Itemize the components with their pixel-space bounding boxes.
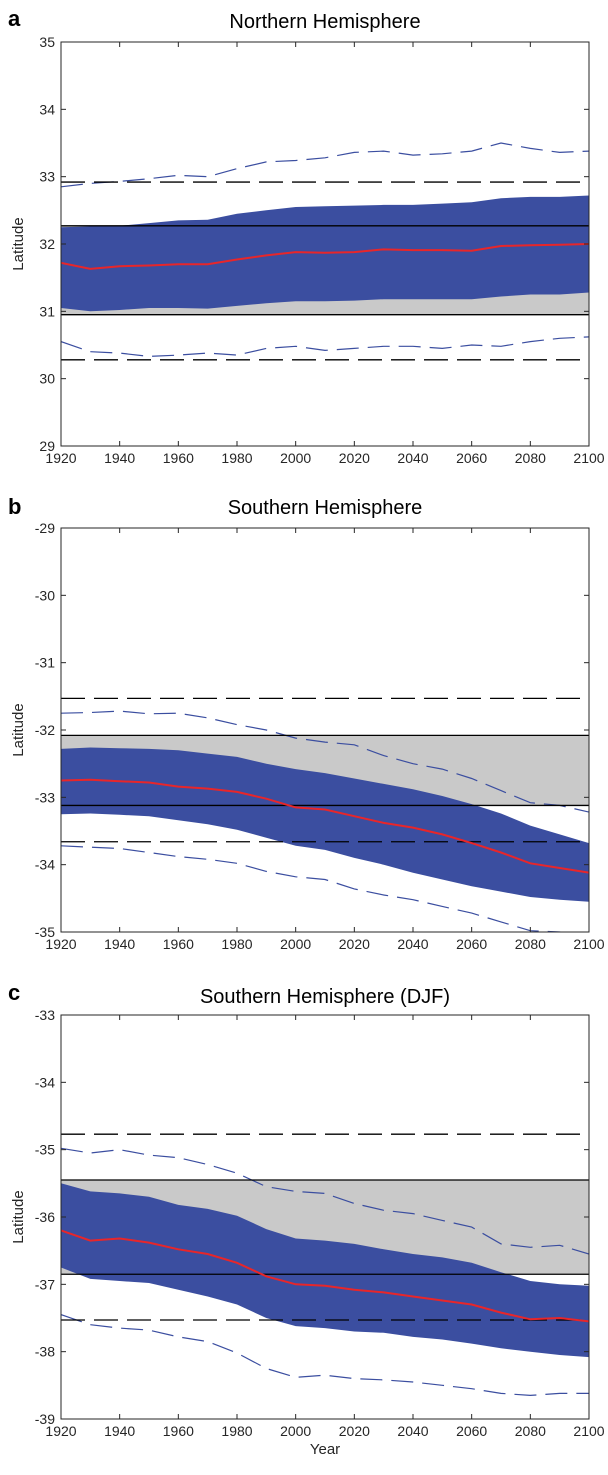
y-tick-label: 30 xyxy=(39,371,55,387)
y-tick-label: -39 xyxy=(35,1411,55,1427)
x-tick-label: 1940 xyxy=(104,450,135,466)
y-tick-label: 34 xyxy=(39,101,55,117)
lower-extreme-line xyxy=(61,1314,589,1397)
upper-extreme-line xyxy=(61,142,589,188)
x-tick-label: 1980 xyxy=(221,1423,252,1439)
y-tick-label: 32 xyxy=(39,236,55,252)
ensemble-mean-line xyxy=(61,243,589,270)
x-axis-label: Year xyxy=(310,1441,340,1458)
panel-b: 1920 1940 1960 1980 2000 2020 2040 2060 2080 2100… xyxy=(8,494,605,952)
ensemble-spread-band xyxy=(61,747,589,902)
x-tick-label: 1920 xyxy=(45,450,76,466)
plot-area xyxy=(61,1133,589,1397)
x-tick-label: 2080 xyxy=(515,450,546,466)
panel-letter: b xyxy=(8,494,21,519)
y-tick-label: -31 xyxy=(35,655,55,671)
x-tick-label: 2060 xyxy=(456,1423,487,1439)
y-tick-label: -38 xyxy=(35,1344,55,1360)
x-tick-label: 2060 xyxy=(456,936,487,952)
x-tick-label: 2000 xyxy=(280,936,311,952)
y-tick-label: -34 xyxy=(35,1074,55,1090)
y-tick-label: 29 xyxy=(39,438,55,454)
ensemble-spread-band xyxy=(61,1183,589,1358)
y-tick-label: -33 xyxy=(35,789,55,805)
x-tick-label: 2020 xyxy=(339,936,370,952)
y-tick-label: 31 xyxy=(39,303,55,319)
panel-title: Southern Hemisphere xyxy=(228,497,423,519)
lower-extreme-line xyxy=(61,336,589,358)
upper-extreme-line xyxy=(61,710,589,813)
x-tick-label: 2100 xyxy=(573,450,604,466)
x-tick-label: 2060 xyxy=(456,450,487,466)
x-tick-label: 2040 xyxy=(397,1423,428,1439)
y-tick-label: -29 xyxy=(35,520,55,536)
x-tick-label: 1960 xyxy=(163,936,194,952)
y-tick-label: -30 xyxy=(35,587,55,603)
y-axis-label: Latitude xyxy=(10,703,27,756)
y-tick-label: 35 xyxy=(39,34,55,50)
x-tick-label: 2080 xyxy=(515,936,546,952)
plot-area xyxy=(61,697,589,932)
y-axis-label: Latitude xyxy=(10,217,27,270)
y-tick-label: -34 xyxy=(35,857,55,873)
panel-letter: c xyxy=(8,980,20,1005)
y-tick-label: -35 xyxy=(35,924,55,940)
plot-area xyxy=(61,142,589,361)
panel-letter: a xyxy=(8,6,21,31)
panel-title: Southern Hemisphere (DJF) xyxy=(200,986,450,1008)
y-tick-label: -33 xyxy=(35,1007,55,1023)
x-tick-label: 1940 xyxy=(104,1423,135,1439)
x-tick-label: 2000 xyxy=(280,450,311,466)
x-tick-label: 2040 xyxy=(397,450,428,466)
y-tick-label: -37 xyxy=(35,1276,55,1292)
y-tick-label: -35 xyxy=(35,1142,55,1158)
y-tick-label: 33 xyxy=(39,169,55,185)
x-tick-label: 1960 xyxy=(163,1423,194,1439)
y-tick-label: -36 xyxy=(35,1209,55,1225)
y-tick-label: -32 xyxy=(35,722,55,738)
x-tick-label: 2040 xyxy=(397,936,428,952)
upper-extreme-line xyxy=(61,1147,589,1255)
x-tick-label: 2020 xyxy=(339,450,370,466)
panel-c: 1920 1940 1960 1980 2000 2020 2040 2060 2080 2100… xyxy=(8,980,605,1458)
lower-extreme-line xyxy=(61,845,565,932)
ensemble-mean-line xyxy=(61,778,589,874)
y-axis-label: Latitude xyxy=(10,1190,27,1243)
x-tick-label: 1980 xyxy=(221,936,252,952)
x-tick-label: 1920 xyxy=(45,1423,76,1439)
x-tick-label: 1980 xyxy=(221,450,252,466)
x-tick-label: 2100 xyxy=(573,1423,604,1439)
x-tick-label: 1920 xyxy=(45,936,76,952)
panel-title: Northern Hemisphere xyxy=(229,11,420,33)
x-tick-label: 2020 xyxy=(339,1423,370,1439)
x-tick-label: 2080 xyxy=(515,1423,546,1439)
x-tick-label: 2000 xyxy=(280,1423,311,1439)
x-tick-label: 1960 xyxy=(163,450,194,466)
x-tick-label: 1940 xyxy=(104,936,135,952)
panel-a: 1920 1940 1960 1980 2000 2020 2040 2060 2080 2100… xyxy=(8,6,605,466)
x-tick-label: 2100 xyxy=(573,936,604,952)
ensemble-mean-line xyxy=(61,1229,589,1323)
